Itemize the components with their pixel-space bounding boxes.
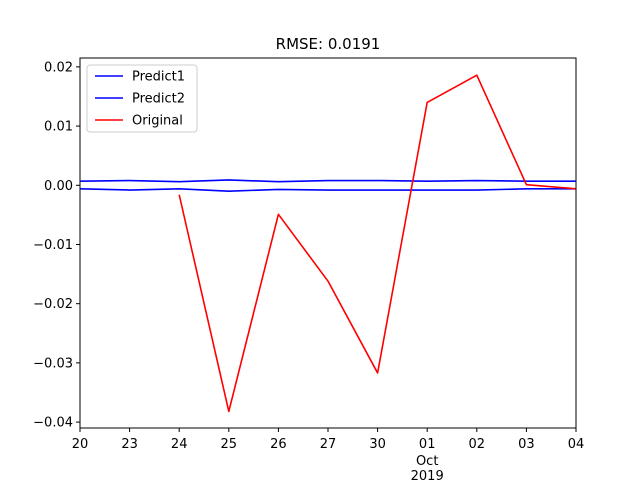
x-tick-label: 01 — [419, 437, 436, 452]
x-tick-label: 02 — [469, 437, 486, 452]
legend-label: Original — [132, 114, 183, 129]
x-tick-label: 24 — [171, 437, 188, 452]
axes-frame — [79, 57, 577, 429]
y-tick-label: −0.01 — [33, 238, 73, 253]
chart-title: RMSE: 0.0191 — [276, 35, 381, 53]
y-tick-label: 0.00 — [44, 179, 73, 194]
x-tick-label: 03 — [518, 437, 535, 452]
x-secondary-label: 2019 — [411, 469, 444, 480]
x-tick-label: 25 — [221, 437, 238, 452]
series-line-predict1 — [79, 179, 576, 183]
y-tick-label: −0.04 — [33, 416, 73, 431]
series-line-original — [178, 74, 577, 413]
series-line-predict2 — [79, 188, 576, 192]
x-secondary-label: Oct — [416, 454, 438, 469]
y-tick-label: −0.03 — [33, 356, 73, 371]
x-tick-label: 23 — [121, 437, 138, 452]
y-tick-label: 0.01 — [44, 120, 73, 135]
legend: Predict1 Predict2 Original — [86, 64, 198, 133]
x-tick-label: 04 — [568, 437, 585, 452]
legend-label: Predict1 — [132, 70, 185, 85]
x-tick-label: 20 — [72, 437, 89, 452]
legend-box — [86, 64, 198, 133]
x-tick-label: 26 — [270, 437, 287, 452]
y-tick-label: −0.02 — [33, 297, 73, 312]
x-tick-label: 30 — [369, 437, 386, 452]
x-tick-label: 27 — [320, 437, 337, 452]
y-tick-label: 0.02 — [44, 60, 73, 75]
legend-label: Predict2 — [132, 92, 185, 107]
